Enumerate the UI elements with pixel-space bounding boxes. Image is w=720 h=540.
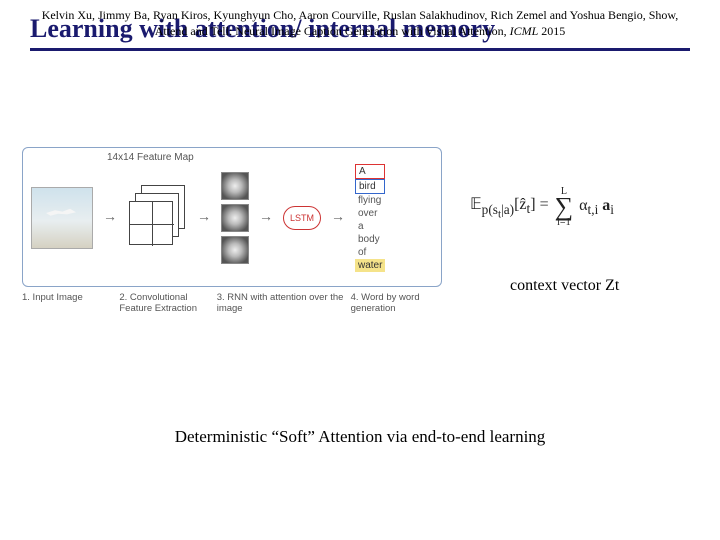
output-word: bird xyxy=(355,179,385,194)
output-word: body xyxy=(355,233,385,246)
diagram-captions: 1. Input Image 2. Convolutional Feature … xyxy=(22,293,442,315)
subtitle: Deterministic “Soft” Attention via end-t… xyxy=(0,427,720,447)
arrow-icon: → xyxy=(197,210,211,226)
summation-icon: L ∑ i=1 xyxy=(555,187,574,228)
attention-tile-icon xyxy=(221,204,249,232)
citation-authors: Kelvin Xu, Jimmy Ba, Ryan Kiros, Kyunghy… xyxy=(42,8,649,22)
output-word: a xyxy=(355,220,385,233)
expectation-equation: 𝔼p(st|a)[ẑt] = L ∑ i=1 αt,i ai xyxy=(470,187,700,228)
equation-lhs: 𝔼p(st|a)[ẑt] = xyxy=(470,194,549,220)
feature-map-label: 14x14 Feature Map xyxy=(107,152,194,163)
output-word: flying xyxy=(355,194,385,207)
input-image-icon xyxy=(31,187,93,249)
attention-tile-icon xyxy=(221,236,249,264)
caption-4: 4. Word by word generation xyxy=(351,293,442,315)
arrow-icon: → xyxy=(103,210,117,226)
equation-rhs: αt,i ai xyxy=(579,197,614,218)
diagram-box: 14x14 Feature Map → → xyxy=(22,147,442,287)
lstm-node: LSTM xyxy=(283,206,321,230)
word-list: A bird flying over a body of water xyxy=(355,164,385,272)
context-vector-label: context vector Zt xyxy=(510,277,619,295)
arrow-icon: → xyxy=(259,210,273,226)
bird-icon xyxy=(46,206,76,220)
attention-tile-icon xyxy=(221,172,249,200)
caption-2: 2. Convolutional Feature Extraction xyxy=(119,293,210,315)
sum-lower: i=1 xyxy=(557,218,570,228)
output-word: over xyxy=(355,207,385,220)
lstm-panel: LSTM xyxy=(283,206,321,230)
output-word: A xyxy=(355,164,385,179)
caption-3: 3. RNN with attention over the image xyxy=(217,293,345,315)
output-word: of xyxy=(355,246,385,259)
conv-stack-icon xyxy=(127,181,187,255)
caption-1: 1. Input Image xyxy=(22,293,113,315)
attention-tiles-panel xyxy=(221,172,249,264)
input-image-panel xyxy=(31,187,93,249)
word-output-panel: A bird flying over a body of water xyxy=(355,164,385,272)
pipeline-diagram: 14x14 Feature Map → → xyxy=(22,147,442,315)
output-word: water xyxy=(355,259,385,272)
citation-year: 2015 xyxy=(541,24,565,38)
title-rule xyxy=(30,48,690,51)
arrow-icon: → xyxy=(331,210,345,226)
citation-venue: ICML xyxy=(510,24,539,38)
conv-feature-panel xyxy=(127,181,187,255)
citation: Kelvin Xu, Jimmy Ba, Ryan Kiros, Kyunghy… xyxy=(30,7,690,39)
